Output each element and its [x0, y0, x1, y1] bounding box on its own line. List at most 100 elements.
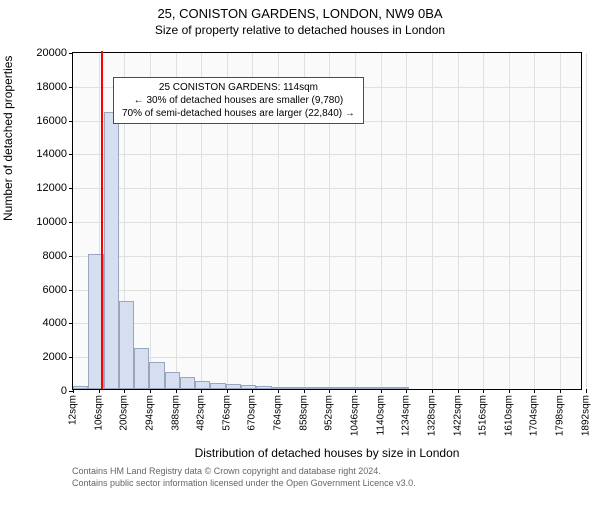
xtick-label: 388sqm [170, 395, 181, 431]
xtick-label: 670sqm [247, 395, 258, 431]
y-axis-label: Number of detached properties [1, 56, 15, 221]
ytick-mark [69, 323, 73, 324]
histogram-bar [302, 387, 317, 389]
histogram-bar [180, 377, 195, 389]
histogram-bar [317, 387, 332, 389]
histogram-bar [272, 387, 287, 389]
xtick-mark [458, 389, 459, 393]
ytick-label: 2000 [43, 351, 67, 363]
xtick-label: 1046sqm [350, 395, 361, 436]
gridline-v [458, 53, 459, 389]
ytick-label: 14000 [36, 148, 67, 160]
xtick-mark [124, 389, 125, 393]
ytick-mark [69, 290, 73, 291]
xtick-mark [432, 389, 433, 393]
xtick-mark [483, 389, 484, 393]
xtick-mark [406, 389, 407, 393]
ytick-label: 8000 [43, 250, 67, 262]
ytick-label: 6000 [43, 284, 67, 296]
ytick-label: 20000 [36, 47, 67, 59]
ytick-mark [69, 121, 73, 122]
ytick-mark [69, 87, 73, 88]
histogram-bar [195, 381, 210, 389]
histogram-bar [256, 386, 271, 389]
ytick-label: 10000 [36, 216, 67, 228]
xtick-mark [355, 389, 356, 393]
gridline-v [560, 53, 561, 389]
histogram-bar [333, 387, 348, 389]
property-marker-line [101, 51, 103, 389]
ytick-label: 16000 [36, 115, 67, 127]
xtick-mark [73, 389, 74, 393]
histogram-bar [363, 387, 378, 389]
xtick-label: 1892sqm [580, 395, 591, 436]
histogram-chart: 25, CONISTON GARDENS, LONDON, NW9 0BA Si… [0, 6, 600, 506]
histogram-bar [149, 362, 164, 389]
gridline-v [381, 53, 382, 389]
histogram-bar [210, 383, 225, 389]
xtick-mark [560, 389, 561, 393]
histogram-bar [119, 301, 134, 389]
xtick-label: 764sqm [273, 395, 284, 431]
xtick-mark [227, 389, 228, 393]
xtick-mark [176, 389, 177, 393]
xtick-mark [509, 389, 510, 393]
gridline-v [509, 53, 510, 389]
xtick-mark [329, 389, 330, 393]
ytick-mark [69, 188, 73, 189]
histogram-bar [394, 387, 409, 389]
xtick-mark [99, 389, 100, 393]
xtick-mark [586, 389, 587, 393]
annotation-box: 25 CONISTON GARDENS: 114sqm ← 30% of det… [113, 77, 364, 124]
xtick-mark [201, 389, 202, 393]
histogram-bar [165, 372, 180, 389]
xtick-mark [252, 389, 253, 393]
ytick-mark [69, 256, 73, 257]
chart-title-sub: Size of property relative to detached ho… [0, 23, 600, 37]
annotation-line-1: 25 CONISTON GARDENS: 114sqm [122, 81, 355, 94]
xtick-label: 12sqm [68, 395, 79, 425]
xtick-label: 1422sqm [452, 395, 463, 436]
chart-footer: Contains HM Land Registry data © Crown c… [72, 466, 416, 489]
histogram-bar [134, 348, 149, 389]
xtick-label: 106sqm [93, 395, 104, 431]
annotation-line-3: 70% of semi-detached houses are larger (… [122, 107, 355, 120]
xtick-mark [278, 389, 279, 393]
xtick-label: 294sqm [144, 395, 155, 431]
ytick-label: 12000 [36, 182, 67, 194]
xtick-mark [150, 389, 151, 393]
xtick-label: 858sqm [298, 395, 309, 431]
xtick-label: 1704sqm [529, 395, 540, 436]
gridline-v [406, 53, 407, 389]
xtick-label: 200sqm [119, 395, 130, 431]
gridline-v [586, 53, 587, 389]
xtick-label: 1234sqm [401, 395, 412, 436]
histogram-bar [226, 384, 241, 389]
xtick-label: 1610sqm [503, 395, 514, 436]
xtick-mark [381, 389, 382, 393]
histogram-bar [287, 387, 302, 389]
xtick-label: 1328sqm [426, 395, 437, 436]
xtick-mark [304, 389, 305, 393]
ytick-mark [69, 222, 73, 223]
ytick-label: 18000 [36, 81, 67, 93]
annotation-line-2: ← 30% of detached houses are smaller (9,… [122, 94, 355, 107]
histogram-bar [104, 112, 119, 389]
histogram-bar [73, 386, 88, 389]
histogram-bar [348, 387, 363, 389]
plot-area: 0200040006000800010000120001400016000180… [72, 52, 582, 390]
gridline-v [432, 53, 433, 389]
gridline-v [534, 53, 535, 389]
ytick-mark [69, 53, 73, 54]
footer-line-1: Contains HM Land Registry data © Crown c… [72, 466, 416, 478]
ytick-label: 0 [61, 385, 67, 397]
xtick-label: 576sqm [221, 395, 232, 431]
xtick-label: 952sqm [324, 395, 335, 431]
histogram-bar [378, 387, 393, 389]
xtick-label: 482sqm [196, 395, 207, 431]
ytick-label: 4000 [43, 317, 67, 329]
x-axis-label: Distribution of detached houses by size … [72, 446, 582, 460]
ytick-mark [69, 357, 73, 358]
xtick-mark [534, 389, 535, 393]
xtick-label: 1798sqm [555, 395, 566, 436]
